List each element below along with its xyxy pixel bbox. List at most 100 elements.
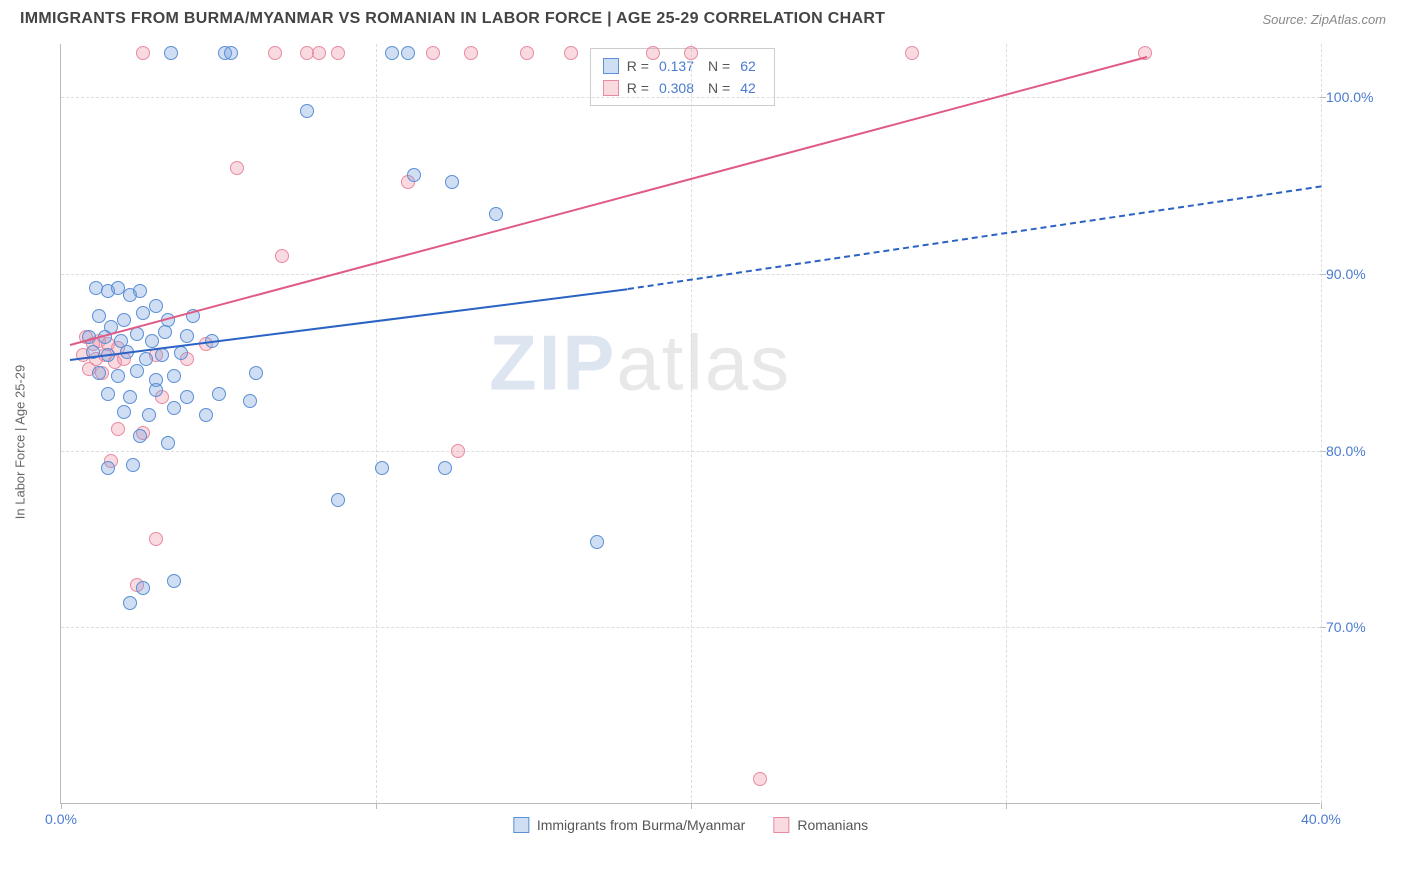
data-point-romanian [230,161,244,175]
data-point-romanian [905,46,919,60]
stats-legend-row-romanian: R = 0.308 N = 42 [603,77,762,99]
x-tick-label: 0.0% [45,811,77,827]
data-point-romanian [684,46,698,60]
data-point-burma [145,334,159,348]
data-point-burma [249,366,263,380]
data-point-burma [111,369,125,383]
data-point-romanian [136,46,150,60]
chart-title: IMMIGRANTS FROM BURMA/MYANMAR VS ROMANIA… [20,10,885,28]
data-point-romanian [753,772,767,786]
data-point-burma [375,461,389,475]
n-label: N = [708,55,730,77]
data-point-burma [133,284,147,298]
data-point-burma [92,366,106,380]
chart-header: IMMIGRANTS FROM BURMA/MYANMAR VS ROMANIA… [0,0,1406,34]
data-point-romanian [426,46,440,60]
x-tick-mark [1321,803,1322,809]
legend-swatch-burma [513,817,529,833]
data-point-burma [199,408,213,422]
data-point-burma [167,369,181,383]
data-point-burma [101,461,115,475]
series-legend: Immigrants from Burma/Myanmar Romanians [513,817,868,833]
x-tick-mark [691,803,692,809]
legend-label-burma: Immigrants from Burma/Myanmar [537,817,745,833]
n-label: N = [708,77,730,99]
x-tick-mark [1006,803,1007,809]
legend-swatch-romanian [773,817,789,833]
data-point-burma [101,387,115,401]
data-point-burma [180,329,194,343]
data-point-burma [401,46,415,60]
data-point-burma [161,436,175,450]
data-point-romanian [331,46,345,60]
data-point-burma [117,313,131,327]
gridline-v [691,44,692,803]
stats-legend-row-burma: R =0.137N =62 [603,55,762,77]
data-point-burma [155,348,169,362]
data-point-burma [136,581,150,595]
data-point-burma [331,493,345,507]
data-point-romanian [312,46,326,60]
data-point-romanian [564,46,578,60]
x-tick-mark [376,803,377,809]
stats-swatch-romanian [603,80,619,96]
data-point-burma [174,346,188,360]
data-point-burma [385,46,399,60]
data-point-burma [489,207,503,221]
data-point-romanian [451,444,465,458]
data-point-burma [133,429,147,443]
data-point-romanian [111,422,125,436]
data-point-burma [167,574,181,588]
data-point-burma [92,309,106,323]
data-point-burma [438,461,452,475]
data-point-burma [212,387,226,401]
legend-item-burma: Immigrants from Burma/Myanmar [513,817,745,833]
r-value: 0.308 [659,77,694,99]
data-point-romanian [520,46,534,60]
gridline-v [1006,44,1007,803]
data-point-burma [445,175,459,189]
data-point-burma [149,299,163,313]
data-point-burma [407,168,421,182]
gridline-v [1321,44,1322,803]
data-point-romanian [268,46,282,60]
chart-container: In Labor Force | Age 25-29 ZIPatlas R =0… [20,44,1386,839]
r-label: R = [627,77,649,99]
gridline-v [376,44,377,803]
data-point-romanian [464,46,478,60]
stats-swatch-burma [603,58,619,74]
data-point-burma [126,458,140,472]
data-point-burma [149,383,163,397]
data-point-burma [130,364,144,378]
legend-item-romanian: Romanians [773,817,868,833]
plot-area: ZIPatlas R =0.137N =62R =0.308N =42 Immi… [60,44,1320,804]
data-point-romanian [275,249,289,263]
data-point-burma [243,394,257,408]
data-point-burma [123,596,137,610]
data-point-burma [139,352,153,366]
data-point-burma [136,306,150,320]
data-point-romanian [646,46,660,60]
data-point-burma [300,104,314,118]
y-tick-label: 70.0% [1326,619,1386,635]
x-tick-mark [61,803,62,809]
data-point-burma [167,401,181,415]
data-point-burma [142,408,156,422]
data-point-burma [224,46,238,60]
data-point-burma [164,46,178,60]
y-axis-label: In Labor Force | Age 25-29 [13,364,28,518]
data-point-burma [590,535,604,549]
y-tick-label: 100.0% [1326,89,1386,105]
data-point-burma [117,405,131,419]
watermark: ZIPatlas [489,317,791,408]
r-label: R = [627,55,649,77]
y-tick-label: 80.0% [1326,443,1386,459]
data-point-burma [180,390,194,404]
data-point-burma [158,325,172,339]
x-tick-label: 40.0% [1301,811,1341,827]
chart-source: Source: ZipAtlas.com [1262,12,1386,27]
legend-label-romanian: Romanians [797,817,868,833]
y-tick-label: 90.0% [1326,266,1386,282]
n-value: 42 [740,77,756,99]
n-value: 62 [740,55,756,77]
